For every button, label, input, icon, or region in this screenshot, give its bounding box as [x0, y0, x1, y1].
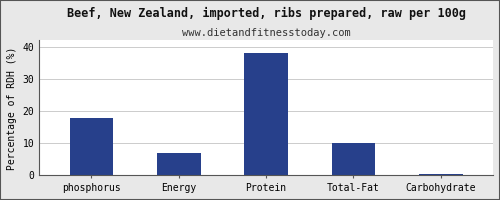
- Text: Beef, New Zealand, imported, ribs prepared, raw per 100g: Beef, New Zealand, imported, ribs prepar…: [66, 7, 466, 20]
- Text: www.dietandfitnesstoday.com: www.dietandfitnesstoday.com: [182, 28, 350, 38]
- Bar: [419, 174, 463, 175]
- Bar: [157, 153, 200, 175]
- Bar: [332, 143, 375, 175]
- Title: Beef, New Zealand, imported, ribs prepared, raw per 100g
www.dietandfitnesstoday: Beef, New Zealand, imported, ribs prepar…: [0, 199, 1, 200]
- Y-axis label: Percentage of RDH (%): Percentage of RDH (%): [7, 46, 17, 170]
- Bar: [70, 118, 114, 175]
- Bar: [244, 53, 288, 175]
